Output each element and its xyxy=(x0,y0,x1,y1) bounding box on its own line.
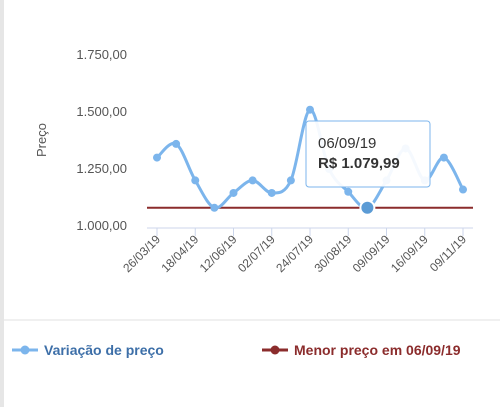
legend-symbol-point xyxy=(20,345,30,355)
y-axis-title: Preço xyxy=(34,123,49,157)
tooltip-price: R$ 1.079,99 xyxy=(318,155,400,172)
data-point xyxy=(248,176,257,185)
legend-item[interactable]: Menor preço em 06/09/19 xyxy=(262,342,461,358)
legend-item[interactable]: Variação de preço xyxy=(12,342,164,358)
data-point xyxy=(459,185,467,194)
data-point xyxy=(344,187,353,196)
data-point xyxy=(172,139,181,148)
y-tick-label: 1.500,00 xyxy=(76,104,127,119)
tooltip-box xyxy=(305,120,431,188)
y-tick-label: 1.750,00 xyxy=(76,47,127,62)
highlight-point xyxy=(359,199,376,216)
legend-label: Menor preço em 06/09/19 xyxy=(294,342,461,358)
data-point xyxy=(153,153,161,162)
data-point xyxy=(286,176,295,185)
tooltip: 06/09/19 R$ 1.079,99 xyxy=(305,120,431,188)
data-point xyxy=(267,188,276,197)
legend-label: Variação de preço xyxy=(44,342,164,358)
y-tick-label: 1.250,00 xyxy=(76,161,127,176)
data-point xyxy=(229,188,238,197)
data-point xyxy=(439,153,448,162)
data-point xyxy=(191,176,200,185)
tooltip-date: 06/09/19 xyxy=(318,135,376,152)
y-tick-label: 1.000,00 xyxy=(76,218,127,233)
legend-symbol-point xyxy=(270,345,280,355)
left-edge xyxy=(0,0,4,407)
data-point xyxy=(306,105,314,114)
data-point xyxy=(210,203,219,212)
